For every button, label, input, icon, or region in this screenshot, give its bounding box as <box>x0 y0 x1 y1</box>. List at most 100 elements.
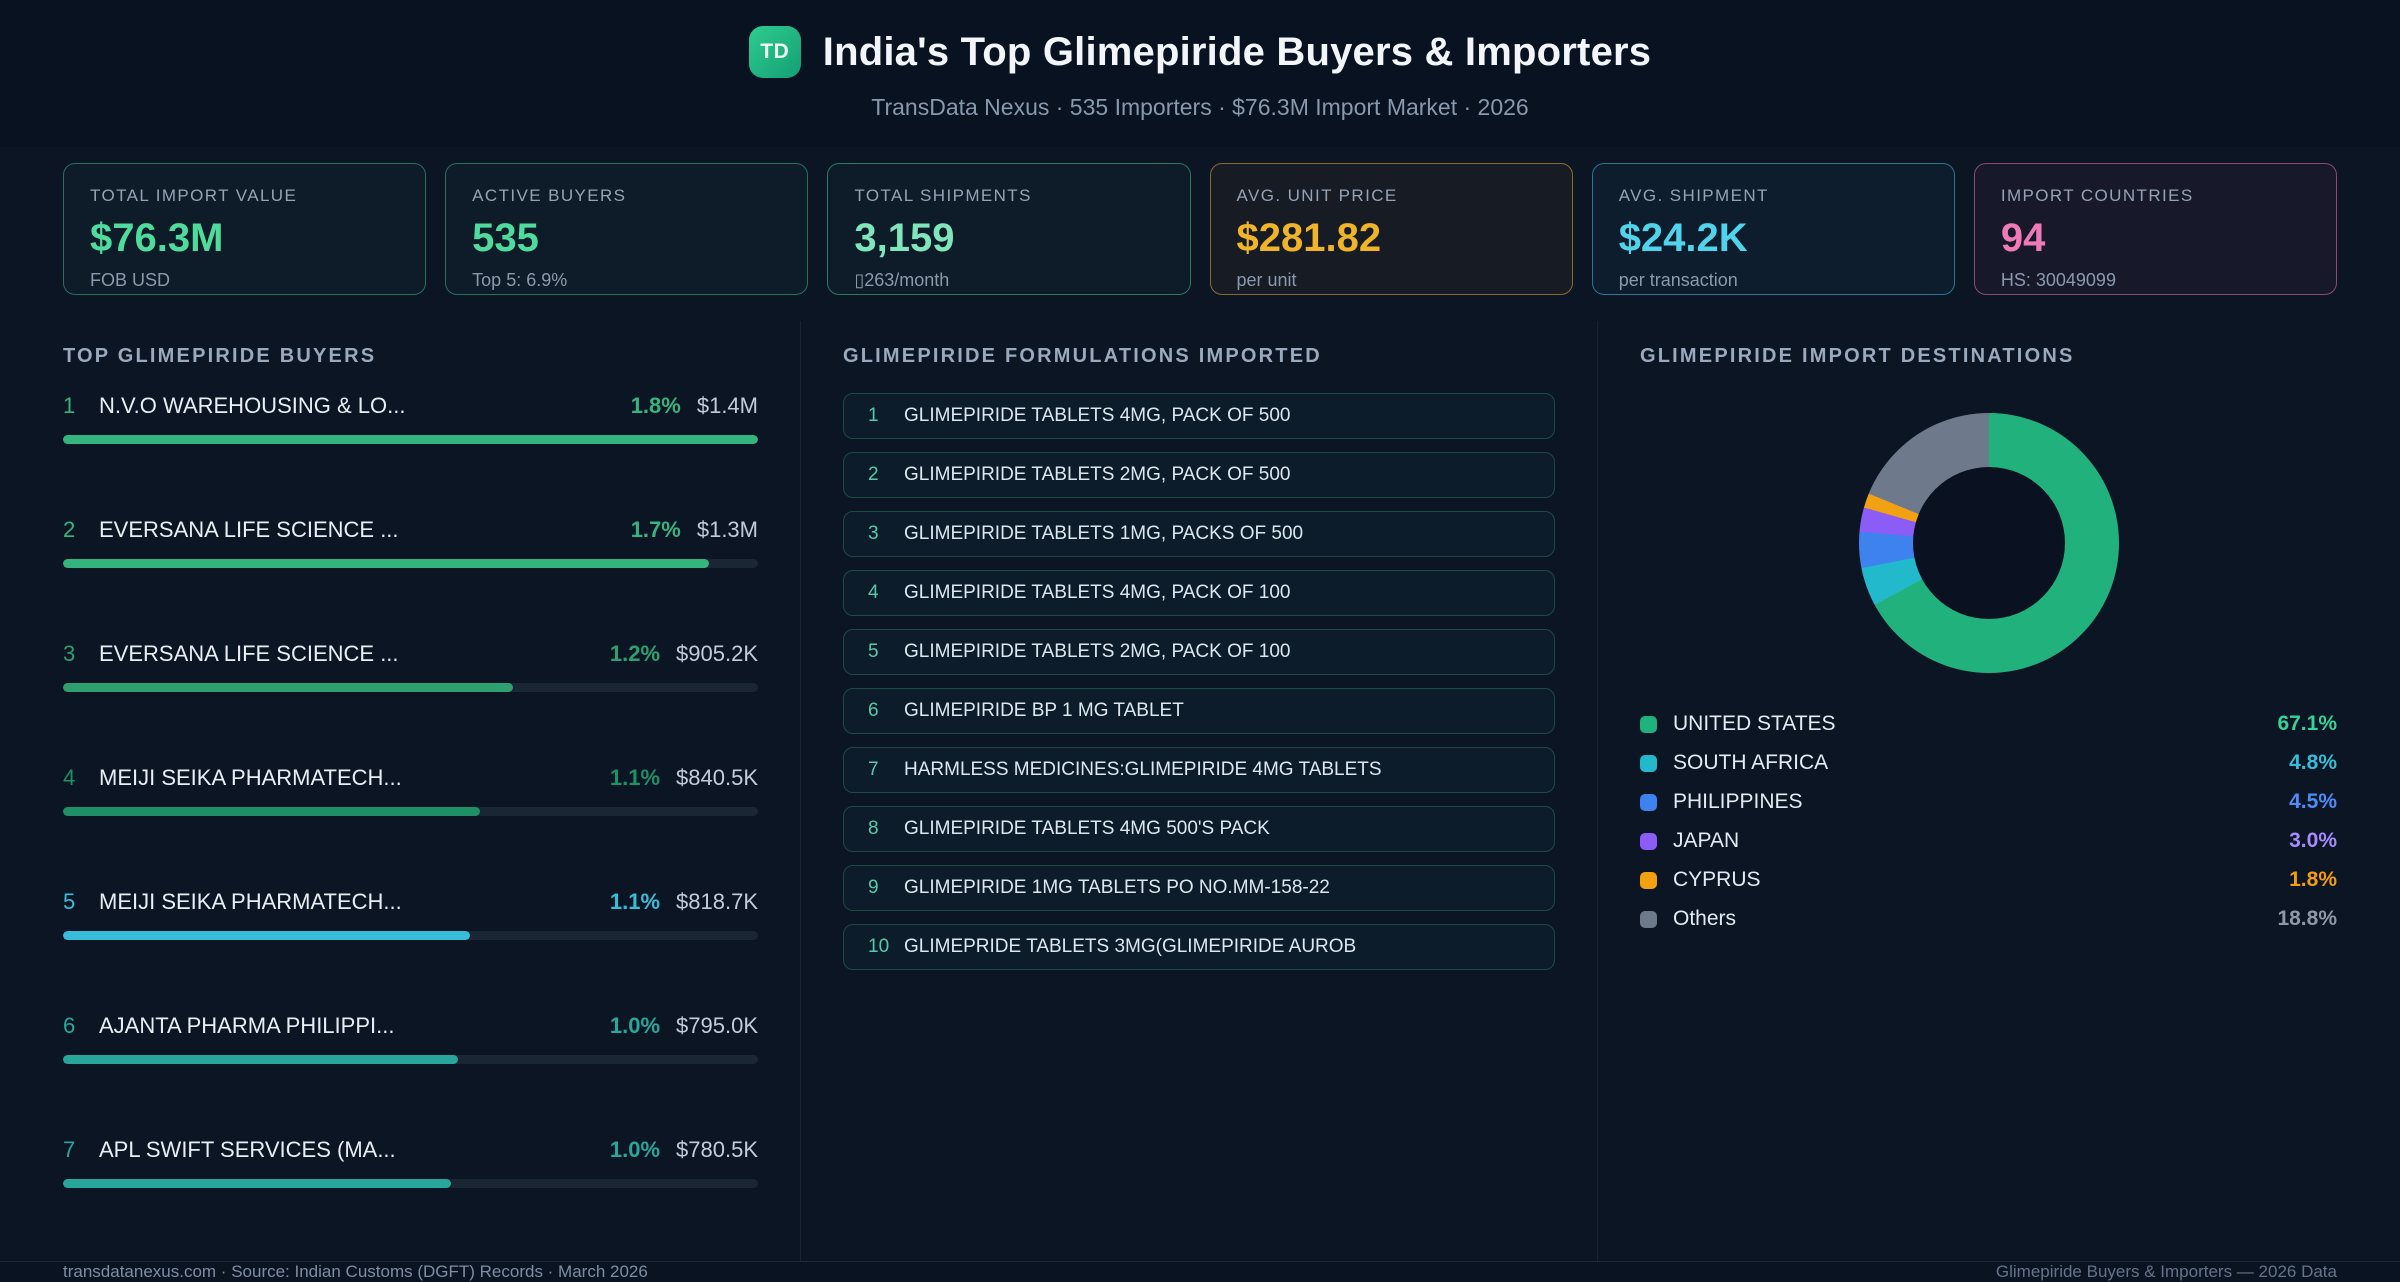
buyer-share-pct: 1.0% <box>609 1013 661 1038</box>
buyer-rank: 3 <box>63 641 76 666</box>
stat-label: AVG. SHIPMENT <box>1618 186 1769 205</box>
buyer-share-pct: 1.0% <box>609 1137 661 1162</box>
formulations-list: 1 GLIMEPIRIDE TABLETS 4MG, PACK OF 500 2… <box>843 393 1555 970</box>
stat-label: IMPORT COUNTRIES <box>2000 186 2194 205</box>
buyer-bar-fill <box>63 559 709 568</box>
buyer-share-pct: 1.2% <box>609 641 661 666</box>
stat-sub: HS: 30049099 <box>2000 270 2116 290</box>
legend-row: PHILIPPINES 4.5% <box>1640 787 2337 817</box>
formulation-rank: 8 <box>868 818 879 839</box>
stat-label: TOTAL SHIPMENTS <box>854 186 1032 205</box>
stat-value: $24.2K <box>1618 216 1748 260</box>
buyer-value: $905.2K <box>676 641 758 666</box>
donut-legend: UNITED STATES 67.1% SOUTH AFRICA 4.8% PH… <box>1640 709 2337 934</box>
formulation-name: GLIMEPIRIDE TABLETS 4MG 500'S PACK <box>904 818 1270 839</box>
buyer-rank: 7 <box>63 1137 76 1162</box>
formulation-name: GLIMEPIRIDE BP 1 MG TABLET <box>904 700 1184 721</box>
buyer-bar-fill <box>63 1179 451 1188</box>
buyer-bar-fill <box>63 683 513 692</box>
legend-pct-value: 18.8% <box>2277 907 2337 930</box>
legend-swatch-icon <box>1640 832 1657 850</box>
buyer-value: $840.5K <box>676 765 758 790</box>
legend-swatch-icon <box>1640 910 1657 928</box>
formulation-item: 2 GLIMEPIRIDE TABLETS 2MG, PACK OF 500 <box>843 452 1555 498</box>
buyers-section-title: TOP GLIMEPIRIDE BUYERS <box>63 345 377 367</box>
stat-card: AVG. UNIT PRICE $281.82 per unit <box>1209 163 1573 295</box>
donut-chart <box>1858 413 2119 673</box>
legend-row: UNITED STATES 67.1% <box>1640 709 2337 739</box>
header: TD India's Top Glimepiride Buyers & Impo… <box>0 0 2400 147</box>
buyer-share-pct: 1.7% <box>630 517 681 542</box>
buyer-value: $795.0K <box>676 1013 758 1038</box>
legend-country-label: Others <box>1673 907 1737 930</box>
buyer-share-pct: 1.1% <box>609 765 661 790</box>
formulation-name: HARMLESS MEDICINES:GLIMEPIRIDE 4MG TABLE… <box>904 759 1382 780</box>
page-subtitle: TransData Nexus · 535 Importers · $76.3M… <box>871 94 1529 120</box>
legend-pct-value: 4.8% <box>2289 751 2337 774</box>
formulation-name: GLIMEPIRIDE TABLETS 1MG, PACKS OF 500 <box>904 523 1304 544</box>
buyer-name: EVERSANA LIFE SCIENCE ... <box>99 641 399 666</box>
destinations-panel: GLIMEPIRIDE IMPORT DESTINATIONS UNITED S… <box>1598 321 2400 1261</box>
stat-label: TOTAL IMPORT VALUE <box>90 186 298 205</box>
buyer-row: 6 AJANTA PHARMA PHILIPPI... 1.0% $795.0K <box>63 1013 758 1064</box>
buyer-value: $818.7K <box>676 889 758 914</box>
destinations-section-title: GLIMEPIRIDE IMPORT DESTINATIONS <box>1640 345 2075 367</box>
buyer-rank: 1 <box>63 393 76 418</box>
buyer-rank: 4 <box>63 765 76 790</box>
formulation-rank: 6 <box>868 700 879 721</box>
stat-value: $281.82 <box>1236 216 1382 260</box>
stat-card: TOTAL SHIPMENTS 3,159 ▯263/month <box>827 163 1191 295</box>
legend-row: CYPRUS 1.8% <box>1640 865 2337 895</box>
buyer-value: $780.5K <box>676 1137 758 1162</box>
formulation-rank: 1 <box>868 405 879 426</box>
formulation-rank: 7 <box>868 759 879 780</box>
buyer-row: 2 EVERSANA LIFE SCIENCE ... 1.7% $1.3M <box>63 517 758 568</box>
stat-sub: ▯263/month <box>854 270 950 290</box>
formulation-rank: 5 <box>868 641 879 662</box>
buyer-bar-track <box>63 931 758 940</box>
page-title: India's Top Glimepiride Buyers & Importe… <box>822 29 1652 74</box>
buyer-name: MEIJI SEIKA PHARMATECH... <box>99 765 402 790</box>
buyer-name: AJANTA PHARMA PHILIPPI... <box>99 1013 395 1038</box>
formulation-name: GLIMEPIRIDE TABLETS 2MG, PACK OF 100 <box>904 641 1291 662</box>
stat-value: 535 <box>472 216 539 260</box>
formulations-panel: GLIMEPIRIDE FORMULATIONS IMPORTED 1 GLIM… <box>800 321 1598 1261</box>
legend-country-label: SOUTH AFRICA <box>1673 751 1829 774</box>
legend-country-label: CYPRUS <box>1673 868 1761 891</box>
legend-pct-value: 3.0% <box>2289 829 2337 852</box>
buyer-name: EVERSANA LIFE SCIENCE ... <box>99 517 399 542</box>
footer: transdatanexus.com · Source: Indian Cust… <box>0 1261 2400 1282</box>
legend-row: SOUTH AFRICA 4.8% <box>1640 748 2337 778</box>
buyer-bar-track <box>63 559 758 568</box>
formulation-item: 5 GLIMEPIRIDE TABLETS 2MG, PACK OF 100 <box>843 629 1555 675</box>
stat-card: IMPORT COUNTRIES 94 HS: 30049099 <box>1973 163 2338 295</box>
app-logo: TD <box>748 26 801 78</box>
formulation-rank: 3 <box>868 523 879 544</box>
legend-row: Others 18.8% <box>1640 904 2337 934</box>
legend-pct-value: 1.8% <box>2289 868 2337 891</box>
buyer-rank: 5 <box>63 889 76 914</box>
buyer-name: N.V.O WAREHOUSING & LO... <box>99 393 406 418</box>
formulation-name: GLIMEPIRIDE TABLETS 4MG, PACK OF 100 <box>904 582 1291 603</box>
legend-row: JAPAN 3.0% <box>1640 826 2337 856</box>
buyer-bar-track <box>63 1055 758 1064</box>
stat-value: 3,159 <box>854 216 955 260</box>
formulation-name: GLIMEPIRIDE TABLETS 2MG, PACK OF 500 <box>904 464 1291 485</box>
formulation-item: 10 GLIMEPRIDE TABLETS 3MG(GLIMEPIRIDE AU… <box>843 924 1555 970</box>
buyers-list: 1 N.V.O WAREHOUSING & LO... 1.8% $1.4M 2… <box>63 393 758 1188</box>
formulation-rank: 9 <box>868 877 879 898</box>
buyer-bar-track <box>63 683 758 692</box>
stat-card: ACTIVE BUYERS 535 Top 5: 6.9% <box>445 163 809 295</box>
legend-country-label: PHILIPPINES <box>1673 790 1803 813</box>
buyer-share-pct: 1.8% <box>630 393 681 418</box>
stat-card: AVG. SHIPMENT $24.2K per transaction <box>1591 163 1955 295</box>
buyer-share-pct: 1.1% <box>609 889 661 914</box>
stat-card: TOTAL IMPORT VALUE $76.3M FOB USD <box>63 163 427 295</box>
legend-swatch-icon <box>1640 793 1657 811</box>
buyer-bar-fill <box>63 435 758 444</box>
buyer-bar-fill <box>63 1055 458 1064</box>
stats-row: TOTAL IMPORT VALUE $76.3M FOB USD ACTIVE… <box>0 163 2400 295</box>
legend-swatch-icon <box>1640 871 1657 889</box>
formulation-rank: 10 <box>868 936 890 957</box>
